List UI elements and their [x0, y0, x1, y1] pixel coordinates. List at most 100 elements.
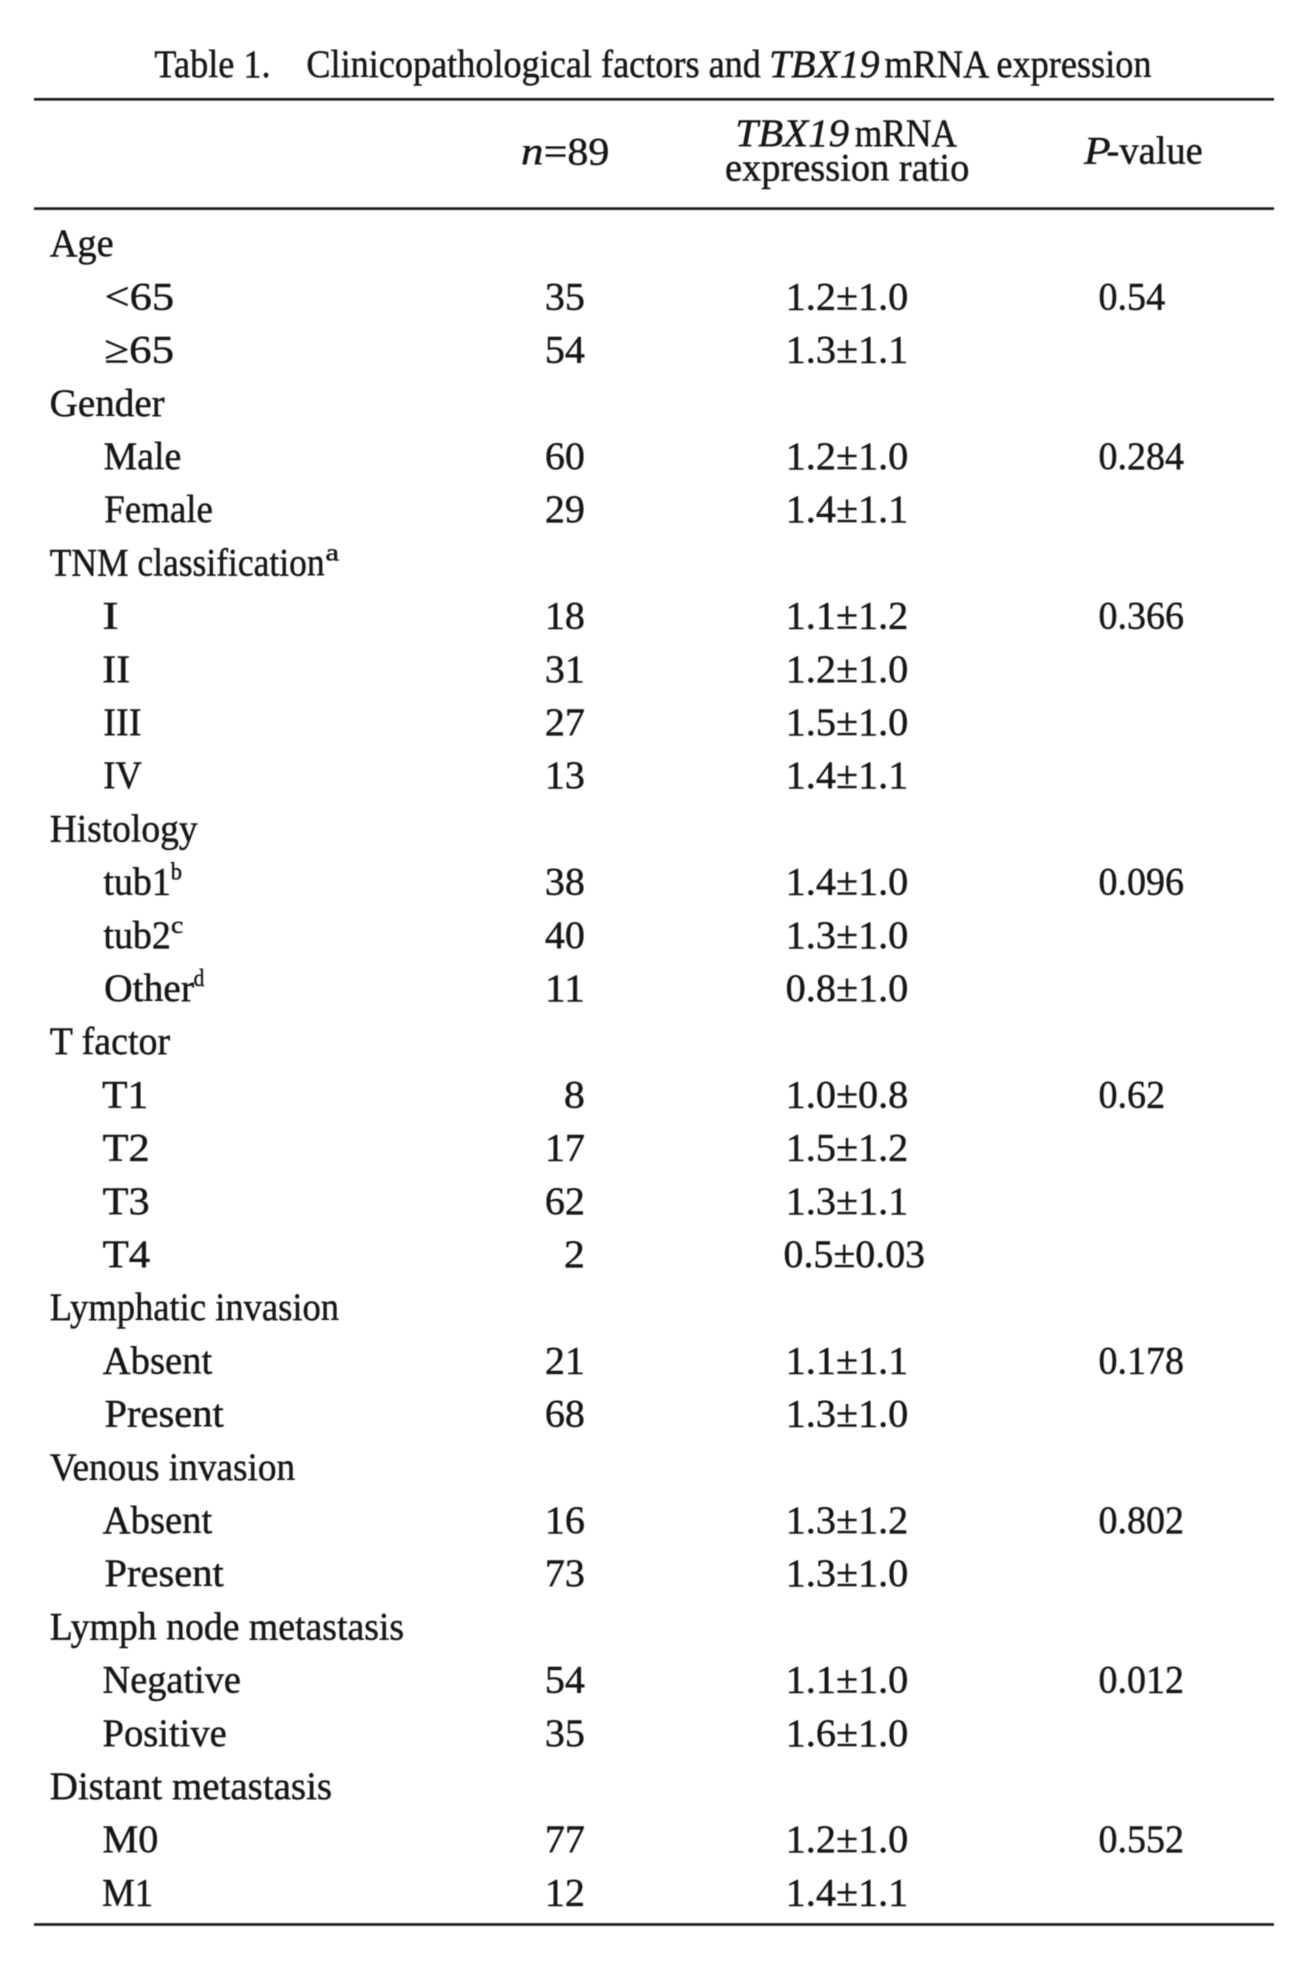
svg-text:1.0±0.8: 1.0±0.8 [786, 1073, 909, 1116]
svg-text:tub2: tub2 [103, 914, 170, 957]
svg-text:Male: Male [104, 435, 182, 478]
svg-text:tub1: tub1 [103, 861, 170, 904]
svg-text:TNM classification: TNM classification [50, 541, 325, 584]
svg-text:35: 35 [545, 275, 585, 318]
svg-text:35: 35 [545, 1712, 585, 1755]
svg-text:1.1±1.2: 1.1±1.2 [786, 595, 909, 638]
svg-text:17: 17 [545, 1127, 585, 1170]
svg-text:1.1±1.0: 1.1±1.0 [786, 1659, 909, 1702]
svg-text:TBX19: TBX19 [769, 43, 880, 86]
svg-text:Gender: Gender [50, 382, 165, 425]
svg-text:M0: M0 [103, 1818, 159, 1861]
svg-text:62: 62 [545, 1180, 585, 1223]
svg-text:c: c [171, 913, 183, 939]
svg-text:=89: =89 [544, 131, 610, 174]
svg-text:≥65: ≥65 [105, 329, 175, 372]
svg-text:Lymphatic invasion: Lymphatic invasion [50, 1286, 339, 1329]
svg-text:0.178: 0.178 [1099, 1339, 1185, 1382]
svg-text:T factor: T factor [50, 1020, 170, 1063]
svg-text:Positive: Positive [103, 1712, 227, 1755]
svg-text:P: P [1083, 129, 1111, 172]
svg-text:1.2±1.0: 1.2±1.0 [786, 1818, 909, 1861]
svg-text:21: 21 [545, 1339, 585, 1382]
svg-text:0.366: 0.366 [1099, 595, 1185, 638]
svg-text:54: 54 [545, 1659, 585, 1702]
svg-text:mRNA expression: mRNA expression [885, 43, 1152, 86]
svg-text:0.8±1.0: 0.8±1.0 [786, 967, 909, 1010]
svg-text:12: 12 [545, 1871, 585, 1914]
svg-text:13: 13 [545, 754, 585, 797]
svg-text:0.62: 0.62 [1099, 1073, 1166, 1116]
svg-text:T2: T2 [103, 1127, 150, 1170]
svg-text:27: 27 [545, 701, 585, 744]
svg-text:Absent: Absent [103, 1339, 213, 1382]
svg-text:1.2±1.0: 1.2±1.0 [786, 435, 909, 478]
svg-text:1.3±1.0: 1.3±1.0 [786, 1393, 909, 1436]
svg-text:31: 31 [545, 648, 585, 691]
svg-text:d: d [194, 966, 205, 992]
svg-text:Age: Age [50, 222, 114, 265]
svg-text:Present: Present [105, 1552, 224, 1595]
svg-text:<65: <65 [105, 275, 175, 318]
svg-text:1.4±1.0: 1.4±1.0 [786, 861, 909, 904]
svg-text:1.3±1.1: 1.3±1.1 [786, 329, 909, 372]
svg-text:M1: M1 [102, 1871, 153, 1914]
svg-text:77: 77 [545, 1818, 585, 1861]
svg-text:18: 18 [545, 595, 585, 638]
svg-text:1.3±1.0: 1.3±1.0 [786, 914, 909, 957]
svg-text:Present: Present [105, 1393, 224, 1436]
svg-text:T1: T1 [102, 1073, 148, 1116]
svg-text:II: II [102, 648, 130, 691]
svg-text:1.4±1.1: 1.4±1.1 [786, 1871, 909, 1914]
svg-text:0.552: 0.552 [1099, 1818, 1185, 1861]
svg-text:III: III [103, 701, 141, 744]
svg-text:54: 54 [545, 329, 585, 372]
svg-text:1.5±1.0: 1.5±1.0 [786, 701, 909, 744]
svg-text:16: 16 [545, 1499, 585, 1542]
svg-text:expression ratio: expression ratio [725, 147, 969, 190]
svg-text:IV: IV [103, 754, 142, 797]
svg-text:1.4±1.1: 1.4±1.1 [786, 488, 909, 531]
svg-text:2: 2 [564, 1233, 585, 1276]
svg-text:60: 60 [545, 435, 585, 478]
svg-text:Venous invasion: Venous invasion [50, 1446, 296, 1489]
svg-text:1.5±1.2: 1.5±1.2 [786, 1127, 909, 1170]
svg-text:38: 38 [545, 861, 585, 904]
svg-text:TBX19: TBX19 [735, 112, 849, 155]
svg-text:0.096: 0.096 [1099, 861, 1185, 904]
svg-text:0.012: 0.012 [1099, 1659, 1185, 1702]
svg-text:a: a [325, 540, 339, 566]
svg-text:Clinicopathological factors an: Clinicopathological factors and [306, 43, 761, 86]
svg-text:n: n [521, 131, 544, 174]
svg-text:Absent: Absent [103, 1499, 213, 1542]
svg-text:Other: Other [104, 967, 194, 1010]
svg-text:40: 40 [545, 914, 585, 957]
svg-text:1.2±1.0: 1.2±1.0 [786, 648, 909, 691]
svg-text:1.4±1.1: 1.4±1.1 [786, 754, 909, 797]
svg-text:mRNA: mRNA [855, 112, 957, 155]
svg-text:Table 1.: Table 1. [154, 43, 270, 86]
svg-text:1.3±1.1: 1.3±1.1 [786, 1180, 909, 1223]
svg-text:73: 73 [545, 1552, 585, 1595]
svg-text:1.1±1.1: 1.1±1.1 [786, 1339, 909, 1382]
svg-text:0.54: 0.54 [1099, 275, 1166, 318]
svg-text:8: 8 [564, 1073, 585, 1116]
svg-text:29: 29 [545, 488, 585, 531]
svg-text:1.6±1.0: 1.6±1.0 [786, 1712, 909, 1755]
svg-text:Distant metastasis: Distant metastasis [50, 1765, 332, 1808]
svg-text:1.3±1.0: 1.3±1.0 [786, 1552, 909, 1595]
svg-text:0.284: 0.284 [1099, 435, 1185, 478]
svg-text:0.5±0.03: 0.5±0.03 [784, 1233, 926, 1276]
svg-text:1.2±1.0: 1.2±1.0 [786, 275, 909, 318]
svg-text:-value: -value [1107, 129, 1203, 172]
svg-text:68: 68 [545, 1393, 585, 1436]
svg-text:b: b [171, 860, 182, 886]
svg-text:11: 11 [545, 967, 585, 1010]
svg-text:0.802: 0.802 [1099, 1499, 1185, 1542]
svg-text:1.3±1.2: 1.3±1.2 [786, 1499, 909, 1542]
svg-text:T3: T3 [103, 1180, 150, 1223]
svg-text:Histology: Histology [50, 807, 198, 850]
svg-text:I: I [102, 595, 119, 638]
svg-text:Lymph node metastasis: Lymph node metastasis [50, 1605, 404, 1648]
svg-text:T4: T4 [103, 1233, 151, 1276]
